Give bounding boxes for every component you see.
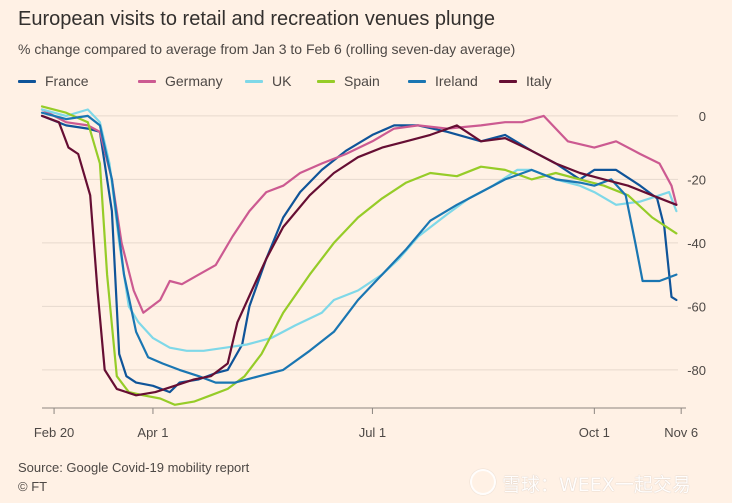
y-tick-label: -20 <box>687 172 706 187</box>
series-line-france <box>40 114 678 394</box>
source-note: Source: Google Covid-19 mobility report <box>18 460 250 475</box>
legend-item-spain: Spain <box>317 73 408 89</box>
copyright-credit: © FT <box>18 479 48 494</box>
series-line-uk <box>40 108 678 352</box>
series-line-ireland <box>40 111 678 384</box>
legend-label: Germany <box>165 73 223 89</box>
legend-label: Ireland <box>435 73 478 89</box>
legend-item-ireland: Ireland <box>408 73 499 89</box>
legend-swatch <box>499 79 517 83</box>
legend-item-germany: Germany <box>138 73 245 89</box>
chart-legend: France Germany UK Spain Ireland Italy <box>18 73 579 89</box>
x-tick-label: Oct 1 <box>579 425 610 440</box>
x-tick-label: Jul 1 <box>359 425 386 440</box>
legend-swatch <box>245 79 263 83</box>
x-tick-label: Feb 20 <box>34 425 74 440</box>
legend-item-italy: Italy <box>499 73 579 89</box>
chart-title: European visits to retail and recreation… <box>18 8 495 30</box>
y-tick-label: -60 <box>687 299 706 314</box>
chart-subtitle: % change compared to average from Jan 3 … <box>18 41 516 57</box>
legend-swatch <box>138 79 156 83</box>
y-tick-label: -80 <box>687 363 706 378</box>
legend-label: Italy <box>526 73 552 89</box>
y-tick-label: 0 <box>699 109 706 124</box>
y-tick-label: -40 <box>687 236 706 251</box>
watermark: 雪球：WEEX一起交易 <box>470 469 691 497</box>
legend-swatch <box>18 79 36 83</box>
watermark-text: 雪球：WEEX一起交易 <box>502 474 691 496</box>
series-line-italy <box>40 114 678 397</box>
x-tick-label: Nov 6 <box>664 425 698 440</box>
series-line-spain <box>40 105 678 406</box>
legend-label: Spain <box>344 73 380 89</box>
x-tick-label: Apr 1 <box>137 425 168 440</box>
legend-item-france: France <box>18 73 138 89</box>
legend-item-uk: UK <box>245 73 317 89</box>
snowball-logo-icon <box>470 469 496 495</box>
legend-label: France <box>45 73 89 89</box>
legend-swatch <box>408 79 426 83</box>
series-line-germany <box>40 108 678 314</box>
legend-swatch <box>317 79 335 83</box>
legend-label: UK <box>272 73 292 89</box>
